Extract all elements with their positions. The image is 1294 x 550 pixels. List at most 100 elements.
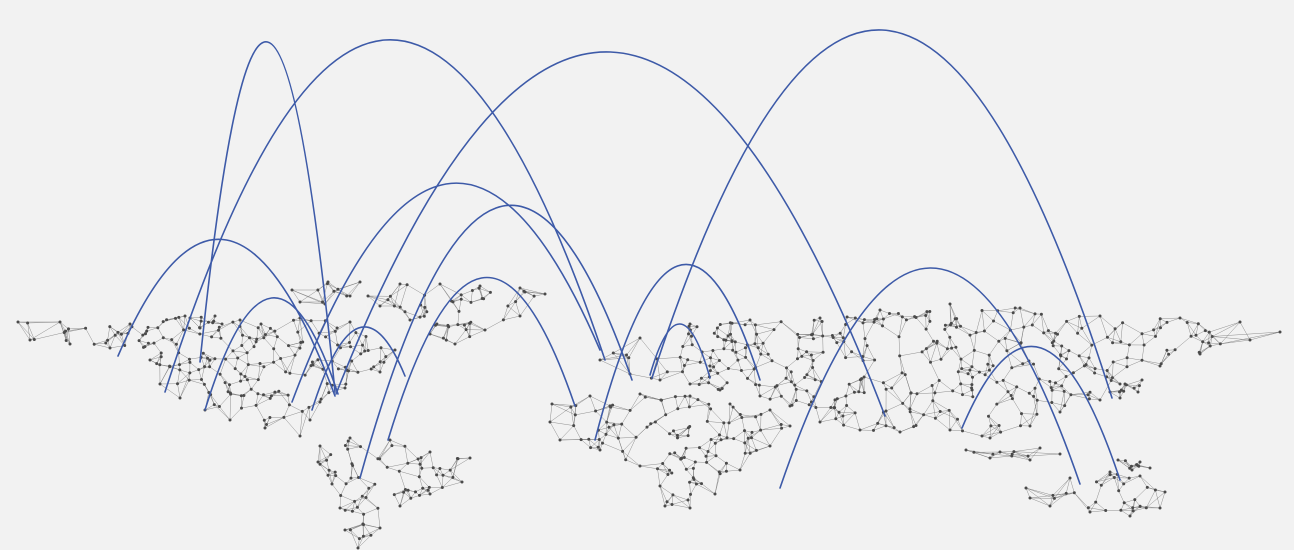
mesh-edge: [1139, 475, 1156, 491]
mesh-edge: [469, 323, 486, 331]
mesh-edge: [1029, 497, 1051, 507]
mesh-node: [718, 433, 721, 437]
mesh-node: [999, 430, 1003, 434]
mesh-edge: [117, 323, 131, 333]
mesh-edge: [177, 369, 181, 384]
mesh-node: [841, 414, 845, 418]
mesh-node: [469, 300, 473, 304]
mesh-node: [572, 424, 576, 428]
mesh-node: [862, 318, 866, 322]
mesh-edge: [1106, 370, 1112, 381]
mesh-edge: [677, 406, 690, 409]
mesh-edge: [348, 440, 361, 447]
mesh-edge: [1089, 501, 1096, 513]
mesh-node: [588, 394, 592, 398]
mesh-edge: [759, 395, 771, 400]
mesh-node: [364, 335, 368, 338]
mesh-edge: [288, 345, 296, 356]
mesh-edge: [733, 438, 745, 444]
mesh-node: [1010, 366, 1014, 370]
mesh-edge: [806, 374, 822, 382]
mesh-node: [1063, 404, 1067, 408]
mesh-edge: [699, 447, 707, 457]
mesh-node: [844, 394, 848, 398]
mesh-node: [1048, 380, 1052, 383]
mesh-node: [378, 370, 382, 374]
mesh-edge: [806, 351, 824, 353]
mesh-edge: [326, 460, 330, 471]
mesh-edge: [862, 345, 868, 361]
mesh-edge: [1141, 329, 1154, 334]
mesh-node: [159, 355, 163, 359]
mesh-edge: [394, 489, 406, 495]
mesh-edge: [951, 347, 962, 360]
mesh-node: [1122, 389, 1126, 393]
mesh-node: [1118, 382, 1122, 386]
mesh-node: [382, 360, 386, 364]
mesh-edge: [224, 382, 229, 392]
mesh-node: [862, 375, 866, 379]
mesh-node: [217, 325, 221, 329]
mesh-edge: [1081, 328, 1092, 346]
mesh-edge: [379, 362, 385, 373]
mesh-edge: [686, 461, 696, 470]
mesh-edge: [1220, 339, 1251, 345]
mesh-edge: [613, 337, 641, 354]
mesh-edge: [1140, 505, 1161, 509]
mesh-node: [1054, 381, 1057, 385]
mesh-edge: [210, 394, 220, 407]
mesh-edge: [709, 365, 718, 374]
mesh-node: [142, 345, 145, 349]
mesh-node: [943, 327, 947, 331]
mesh-node: [423, 305, 427, 309]
mesh-node: [668, 452, 672, 456]
mesh-edge: [1013, 451, 1031, 461]
mesh-node: [743, 323, 747, 327]
mesh-edge: [843, 341, 852, 352]
mesh-edge: [575, 410, 596, 416]
mesh-node: [666, 473, 670, 476]
mesh-node: [1137, 464, 1141, 468]
mesh-node: [753, 342, 757, 346]
mesh-edge: [835, 418, 844, 426]
mesh-node: [316, 358, 320, 362]
mesh-edge: [377, 445, 393, 459]
mesh-edge: [1141, 360, 1161, 367]
mesh-node: [318, 462, 322, 466]
mesh-node: [254, 340, 258, 344]
mesh-node: [794, 399, 798, 402]
mesh-edge: [759, 384, 776, 388]
mesh-edge: [189, 317, 202, 319]
mesh-node: [1113, 327, 1117, 331]
mesh-node: [316, 288, 320, 292]
mesh-node: [779, 320, 783, 324]
flow-arc: [387, 276, 576, 441]
mesh-node: [268, 326, 272, 330]
mesh-node: [58, 320, 62, 324]
mesh-node: [298, 300, 302, 304]
mesh-edge: [580, 439, 591, 448]
mesh-edge: [755, 416, 761, 431]
mesh-node: [956, 370, 960, 374]
mesh-edge: [932, 400, 936, 419]
mesh-edge: [599, 359, 631, 375]
mesh-edge: [277, 336, 289, 346]
mesh-node: [287, 344, 290, 348]
mesh-edge: [769, 428, 782, 447]
mesh-edge: [706, 455, 717, 463]
mesh-edge: [657, 468, 670, 471]
mesh-edge: [1209, 331, 1221, 345]
mesh-edge: [335, 475, 347, 484]
mesh-edge: [699, 439, 712, 448]
mesh-edge: [211, 336, 221, 339]
mesh-edge: [819, 418, 836, 423]
mesh-node: [715, 326, 719, 330]
mesh-edge: [628, 337, 641, 358]
mesh-node: [279, 357, 283, 360]
mesh-edge: [1118, 490, 1125, 503]
mesh-node: [970, 365, 974, 369]
mesh-edge: [1095, 485, 1102, 503]
mesh-edge: [1209, 336, 1213, 347]
mesh-node: [834, 417, 838, 421]
mesh-node: [282, 415, 286, 419]
